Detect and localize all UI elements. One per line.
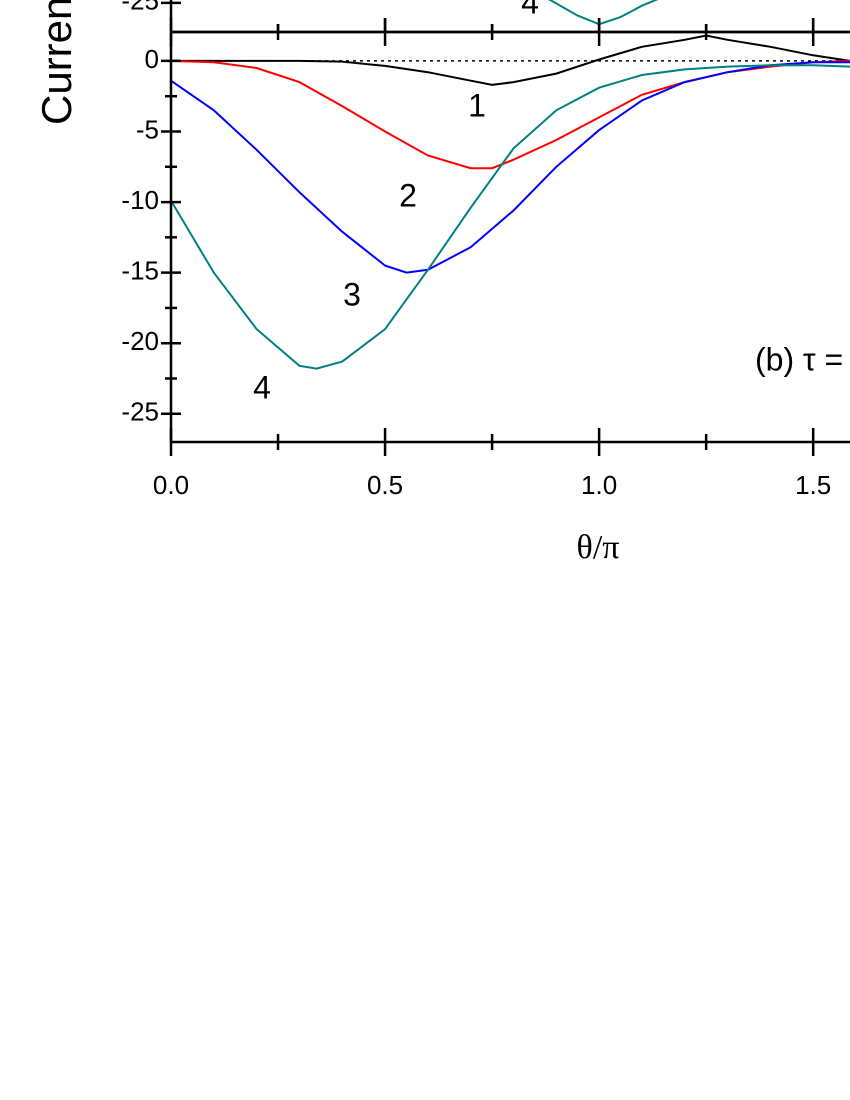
y-tick-label: -20 bbox=[121, 326, 159, 356]
annotation: (b) τ = bbox=[755, 341, 843, 377]
x-tick-label: 0.5 bbox=[367, 470, 403, 500]
x-tick-label: 0.0 bbox=[153, 470, 189, 500]
line-series bbox=[171, 34, 850, 86]
x-tick-label: 1.5 bbox=[795, 470, 831, 500]
plot-area bbox=[548, 0, 659, 26]
line-series bbox=[171, 64, 850, 370]
y-tick-label: -25 bbox=[121, 0, 159, 16]
curve-label: 4 bbox=[521, 0, 539, 20]
curve-label: 2 bbox=[399, 177, 417, 213]
y-tick-label: -25 bbox=[121, 397, 159, 427]
line-series bbox=[171, 61, 850, 274]
y-tick-label: 0 bbox=[145, 44, 159, 74]
y-tick-label: -15 bbox=[121, 256, 159, 286]
curve-label: 3 bbox=[343, 276, 361, 312]
curve-label: 4 bbox=[253, 369, 271, 405]
curve-label: 1 bbox=[468, 87, 486, 123]
x-axis-label: θ/π bbox=[577, 529, 620, 566]
y-tick-label: -10 bbox=[121, 185, 159, 215]
line-series bbox=[548, 0, 659, 26]
plot-area bbox=[171, 34, 850, 370]
y-tick-label: -5 bbox=[136, 114, 159, 144]
x-tick-label: 1.0 bbox=[581, 470, 617, 500]
y-axis-label: Curren bbox=[33, 0, 80, 125]
